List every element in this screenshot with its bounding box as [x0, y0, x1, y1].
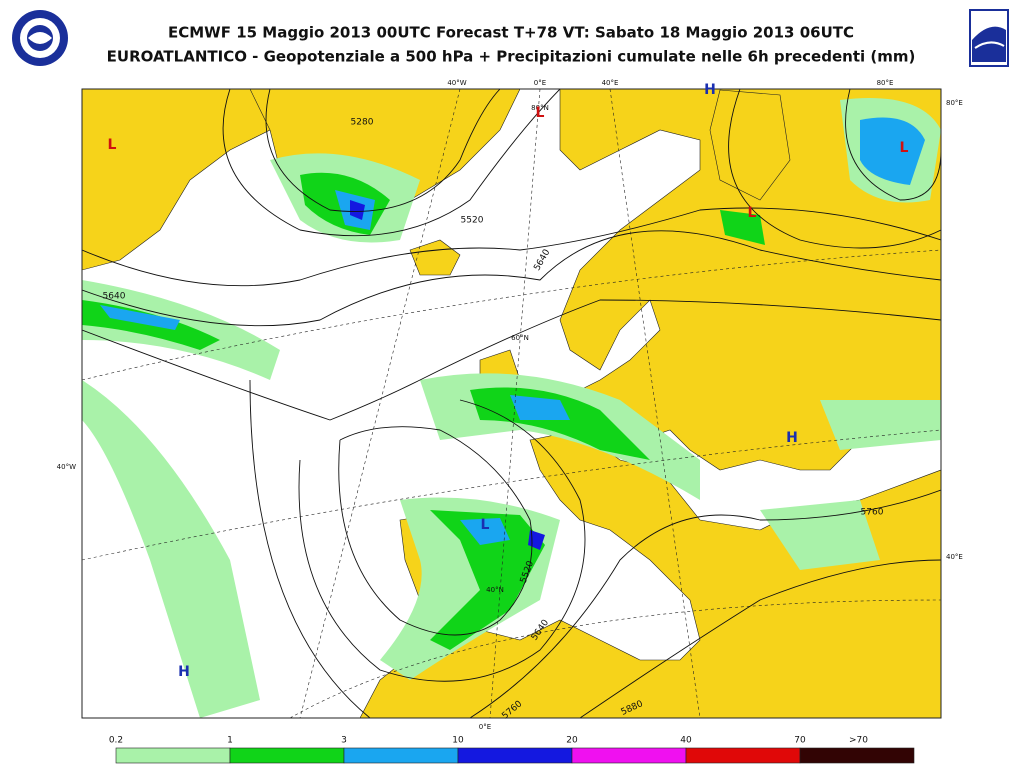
contour-label: 5760 [861, 508, 884, 518]
contour-label: 5640 [103, 292, 126, 302]
logo-left [12, 10, 68, 66]
legend-swatch [571, 747, 687, 764]
legend-label: 20 [566, 736, 578, 746]
grid-label: 40°E [946, 553, 963, 561]
low-center: L [481, 517, 490, 533]
high-center: H [786, 430, 798, 446]
map [82, 89, 941, 718]
low-center: L [108, 137, 117, 153]
title: ECMWF 15 Maggio 2013 00UTC Forecast T+78… [168, 24, 854, 42]
logo-right [969, 9, 1009, 67]
legend-label: 3 [341, 736, 347, 746]
legend-swatch [115, 747, 231, 764]
legend-label: 40 [680, 736, 692, 746]
grid-label: 80°E [946, 99, 963, 107]
grid-label: 40°E [602, 79, 619, 87]
contour-label: 5520 [461, 216, 484, 226]
grid-label: 0°E [534, 79, 546, 87]
low-center: L [536, 105, 545, 121]
subtitle: EUROATLANTICO - Geopotenziale a 500 hPa … [107, 48, 916, 66]
grid-label: 80°N [531, 104, 549, 112]
low-center: L [748, 205, 757, 221]
legend-label: 70 [794, 736, 806, 746]
legend-label: 0.2 [109, 736, 123, 746]
legend-swatch [229, 747, 345, 764]
map-frame [81, 88, 942, 719]
grid-label: 40°W [447, 79, 466, 87]
low-center: L [900, 140, 909, 156]
grid-label: 0°E [479, 723, 491, 731]
legend-swatch [343, 747, 459, 764]
legend-swatch [457, 747, 573, 764]
contours [82, 89, 941, 718]
grid-label: 40°N [486, 586, 504, 594]
grid-label: 40°W [57, 463, 76, 471]
grid-label: 60°N [511, 334, 529, 342]
legend-label: >70 [849, 736, 868, 746]
legend-label: 1 [227, 736, 233, 746]
grid-label: 80°E [877, 79, 894, 87]
legend-swatch [799, 747, 915, 764]
color-legend: 0.2 1 3 10 20 40 70 >70 [109, 736, 915, 764]
high-center: H [178, 664, 190, 680]
contour-label: 5280 [351, 118, 374, 128]
legend-swatch [685, 747, 801, 764]
precipitation [82, 98, 941, 718]
legend-label: 10 [452, 736, 464, 746]
high-center: H [704, 82, 716, 98]
